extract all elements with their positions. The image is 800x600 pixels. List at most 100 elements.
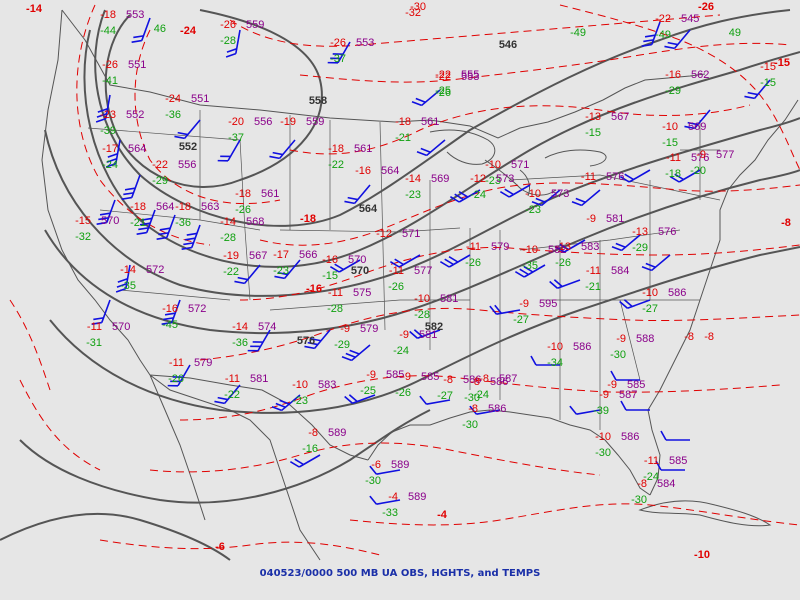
station-plot: -9 595 -27 [513,298,557,326]
station-height: 564 [156,201,174,213]
station-temperature: -8 [443,374,453,386]
station-height: 585 [386,369,404,381]
station-plot: -10 586 -34 [547,341,591,369]
station-temperature: -9 [366,369,376,381]
station-temperature: -20 [228,116,244,128]
station-height: 570 [348,254,366,266]
station-height: 585 [421,371,439,383]
station-dewpoint: -15 [760,77,776,89]
station-height: 579 [491,241,509,253]
station-temperature: -12 [470,173,486,185]
station-plot: -14 569 -23 [405,173,449,201]
wind-barb [489,304,521,315]
station-temperature: -22 [655,13,671,25]
station-height: 559 [246,19,264,31]
station-dewpoint: -33 [382,507,398,519]
station-height: 551 [191,93,209,105]
wind-barb [115,264,131,293]
station-plot: -9 585 -25 [360,369,404,397]
station-height: 589 [408,491,426,503]
temperature-contour-label: -16 [306,283,322,295]
station-dewpoint: 49 [729,27,741,39]
station-dewpoint: -28 [220,35,236,47]
station-height: 585 [669,455,687,467]
station-plot: -12 571 [376,228,420,240]
station-plot: -9 577 -20 [690,149,734,177]
station-dewpoint: -23 [525,204,541,216]
station-plot: -24 551 -36 [165,93,209,121]
station-height: 573 [551,188,569,200]
wind-barb [369,465,401,475]
us-canada-border [61,9,706,139]
station-dewpoint: -49 [655,29,671,41]
station-plot: -10 569 -15 [662,121,706,149]
station-temperature: -17 [102,143,118,155]
wind-barb [121,174,141,200]
station-plot: -11 575 -28 [327,287,371,315]
height-contour-line [94,9,791,227]
height-contour-label: 582 [425,321,443,333]
station-dewpoint: -41 [102,75,118,87]
station-height: 587 [499,373,517,385]
station-temperature: -11 [169,357,184,369]
station-dewpoint: -26 [435,87,451,99]
wind-barb [344,394,376,404]
station-dewpoint: -31 [86,337,102,349]
station-dewpoint: -25 [435,85,451,97]
wind-barb [610,370,640,381]
station-height: 563 [201,201,219,213]
station-plot: -4 589 -33 [382,491,426,519]
station-dewpoint: -20 [690,165,706,177]
station-dewpoint: -30 [631,494,647,506]
station-plot: -13 567 -15 [585,111,629,139]
station-temperature: -11 [586,265,601,277]
station-height: 572 [146,264,164,276]
station-plot: -13 576 -29 [632,226,676,254]
station-height: 584 [657,478,675,490]
height-contour-label: 546 [499,39,517,51]
station-dewpoint: -22 [223,266,239,278]
station-plot: -9 587 -39 [593,389,637,417]
height-contour-line [44,117,800,297]
station-height: 577 [414,265,432,277]
station-temperature: -9 [696,149,706,161]
height-contour-label: 570 [351,265,369,277]
station-height: 586 [668,287,686,299]
temperature-contour-line [99,539,381,556]
great-lakes [429,129,607,197]
station-temperature: -10 [595,431,611,443]
station-height: 553 [461,71,479,83]
station-plot: -14 574 -36 [232,321,276,349]
station-temperature: -16 [355,165,371,177]
station-height: 571 [402,228,420,240]
height-contour-label: 564 [359,203,378,215]
station-dewpoint: -25 [360,385,376,397]
temperature-contour-line [76,4,211,246]
station-height: 581 [419,329,437,341]
station-dewpoint: -44 [100,25,116,37]
station-dewpoint: -22 [224,389,240,401]
station-plot: -11 577 -26 [388,265,432,293]
station-dewpoint: -24 [470,189,486,201]
station-plot: -9 588 -30 [610,333,654,361]
temperature-contour-line [134,29,281,205]
station-dewpoint: -23 [273,265,289,277]
station-plot: -18 561 -22 [328,143,372,171]
station-dewpoint: -24 [643,471,659,483]
station-plot: -26 551 -41 [102,59,146,87]
station-plot: -8 584 -30 [631,478,675,506]
station-plot: -18 564 -21 [130,201,174,229]
station-dewpoint: 46 [154,23,166,35]
station-dewpoint: -24 [102,159,118,171]
station-plot: -22 545 -49 [655,13,699,41]
station-height: 588 [636,333,654,345]
wind-barb [469,405,501,415]
station-temperature: -11 [466,241,481,253]
wind-barb [105,139,121,168]
wind-barb [611,234,641,252]
station-dewpoint: -27 [513,314,529,326]
station-plot: -11 576 -18 [665,152,709,180]
station-dewpoint: -24 [473,389,489,401]
station-temperature: -8 [684,331,694,343]
station-dewpoint: -29 [665,85,681,97]
